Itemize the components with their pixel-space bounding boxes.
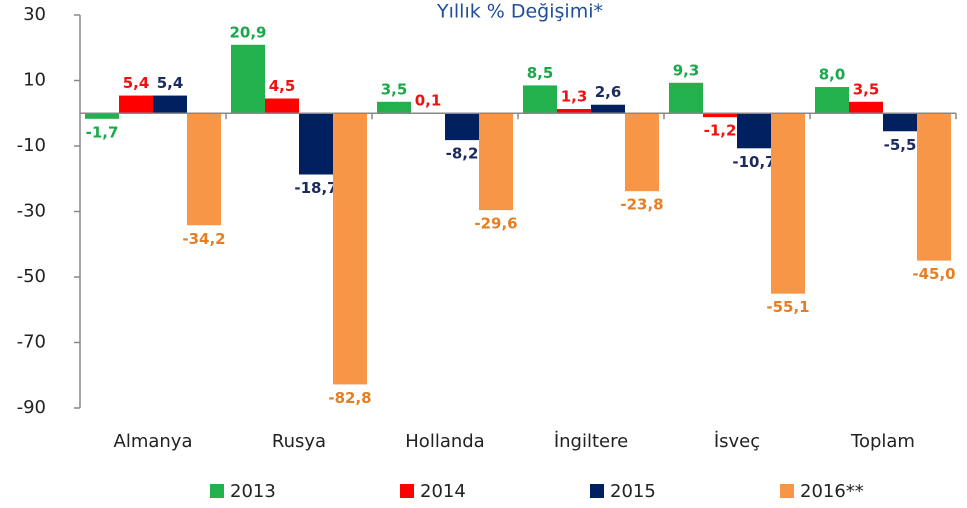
- y-tick-label: -90: [17, 397, 46, 418]
- value-label: 4,5: [269, 77, 296, 95]
- bar: [445, 113, 479, 141]
- y-tick-label: 10: [23, 70, 46, 91]
- bar: [187, 113, 221, 226]
- y-tick-label: 30: [23, 4, 46, 25]
- value-label: 3,5: [853, 80, 880, 98]
- bar: [703, 113, 737, 118]
- bar: [153, 95, 187, 114]
- value-label: -55,1: [766, 298, 809, 316]
- x-tick-label: İsveç: [714, 431, 760, 452]
- value-label: -23,8: [620, 196, 663, 214]
- legend-label: 2014: [420, 481, 466, 502]
- bar: [849, 101, 883, 114]
- legend-swatch: [590, 484, 604, 498]
- value-label: -10,7: [732, 153, 775, 171]
- legend-swatch: [210, 484, 224, 498]
- legend-swatch: [400, 484, 414, 498]
- y-tick-label: -10: [17, 135, 46, 156]
- bar: [669, 82, 703, 114]
- bar: [299, 113, 333, 175]
- y-tick-label: -30: [17, 201, 46, 222]
- bar: [333, 113, 367, 385]
- bar: [591, 104, 625, 114]
- bar: [265, 98, 299, 114]
- value-label: -34,2: [182, 230, 225, 248]
- bar: [883, 113, 917, 132]
- value-label: 5,4: [157, 74, 184, 92]
- x-tick-label: Rusya: [272, 431, 326, 452]
- value-label: -45,0: [912, 265, 955, 283]
- x-tick-label: Hollanda: [405, 431, 484, 452]
- value-label: 2,6: [595, 83, 622, 101]
- y-tick-label: -50: [17, 266, 46, 287]
- bar: [557, 108, 591, 114]
- legend-swatch: [780, 484, 794, 498]
- x-tick-label: İngiltere: [554, 431, 628, 452]
- bar: [815, 87, 849, 114]
- value-label: -1,7: [86, 123, 119, 141]
- bar: [231, 44, 265, 114]
- legend-label: 2016**: [800, 481, 864, 502]
- value-label: -18,7: [294, 179, 337, 197]
- x-tick-label: Almanya: [114, 431, 193, 452]
- value-label: 9,3: [673, 61, 700, 79]
- value-label: 20,9: [229, 23, 266, 41]
- bar: [479, 113, 513, 211]
- bar: [771, 113, 805, 294]
- chart-title: Yıllık % Değişimi*: [436, 1, 603, 23]
- value-label: -82,8: [328, 389, 371, 407]
- legend-label: 2015: [610, 481, 656, 502]
- value-label: 1,3: [561, 87, 588, 105]
- value-label: 0,1: [415, 91, 442, 109]
- x-tick-label: Toplam: [850, 431, 915, 452]
- bar: [119, 95, 153, 114]
- bar: [85, 113, 119, 119]
- y-tick-label: -70: [17, 332, 46, 353]
- bar: [523, 85, 557, 114]
- value-label: -8,2: [446, 145, 479, 163]
- value-label: 8,5: [527, 64, 554, 82]
- bar: [625, 113, 659, 192]
- bar: [377, 101, 411, 114]
- value-label: -5,5: [884, 136, 917, 154]
- value-label: -29,6: [474, 215, 517, 233]
- value-label: 3,5: [381, 80, 408, 98]
- value-label: 8,0: [819, 66, 846, 84]
- bar: [917, 113, 951, 261]
- bar: [737, 113, 771, 149]
- legend-label: 2013: [230, 481, 276, 502]
- value-label: -1,2: [704, 122, 737, 140]
- value-label: 5,4: [123, 74, 150, 92]
